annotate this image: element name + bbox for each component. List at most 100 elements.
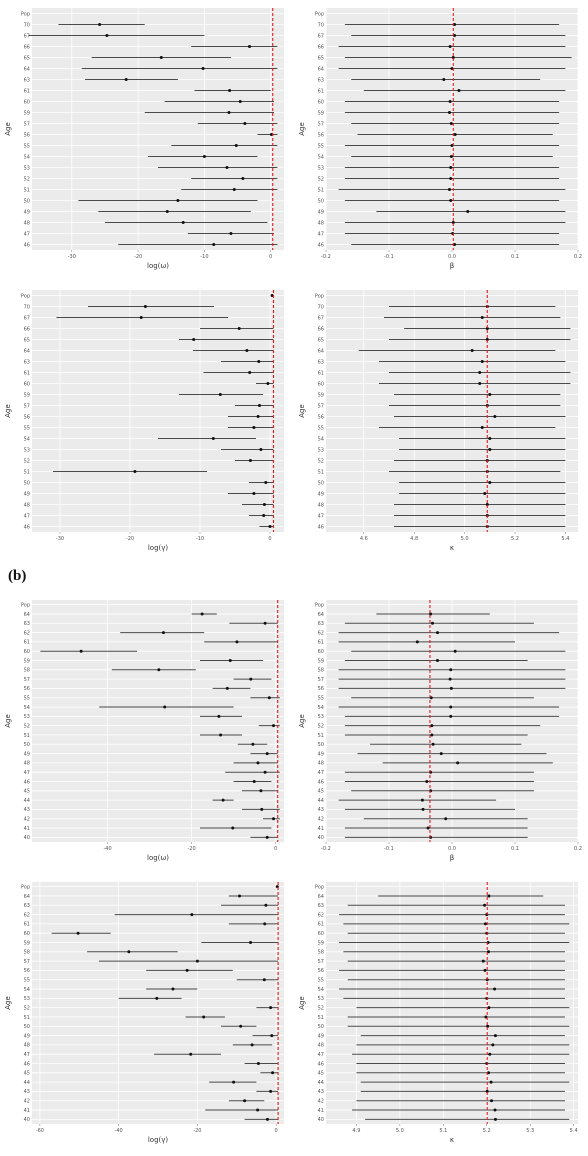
y-tick-label: 66 (24, 326, 30, 332)
point-estimate (485, 327, 489, 330)
point-estimate (228, 659, 232, 662)
y-tick-label: 55 (318, 696, 324, 702)
y-tick-label: 40 (318, 1117, 324, 1123)
point-estimate (265, 835, 269, 839)
y-tick-label: 52 (24, 723, 30, 729)
point-estimate (486, 950, 490, 954)
point-estimate (165, 210, 169, 213)
x-tick-label: 4.8 (410, 536, 418, 542)
y-tick-label: 56 (24, 686, 30, 692)
y-tick-label: 54 (318, 436, 324, 442)
point-estimate (436, 631, 440, 635)
y-tick-label: 64 (24, 66, 30, 72)
point-estimate (449, 122, 453, 125)
point-estimate (212, 243, 216, 246)
y-tick-label: Pop (315, 884, 324, 890)
point-estimate (185, 968, 189, 972)
y-tick-label: 49 (318, 1033, 324, 1039)
x-axis-label: β (450, 854, 454, 862)
x-tick-label: -20 (193, 1128, 201, 1134)
point-estimate (238, 894, 242, 898)
point-estimate (124, 78, 128, 81)
y-tick-label: 48 (318, 502, 324, 508)
point-estimate (248, 371, 252, 374)
point-estimate (429, 612, 433, 616)
y-tick-label: 61 (24, 88, 30, 94)
point-estimate (484, 1015, 488, 1019)
point-estimate (470, 349, 474, 352)
point-estimate (157, 668, 161, 672)
y-tick-label: 59 (318, 658, 324, 664)
y-tick-label: 54 (24, 436, 30, 442)
y-tick-label: 52 (318, 723, 324, 729)
plot-background (326, 290, 578, 532)
y-tick-label: 43 (318, 1089, 324, 1095)
point-estimate (449, 705, 453, 709)
y-tick-label: 45 (318, 789, 324, 795)
point-estimate (448, 100, 452, 103)
y-tick-label: 47 (24, 1052, 30, 1058)
y-tick-label: Pop (315, 602, 324, 608)
x-tick-label: -20 (188, 846, 196, 852)
y-tick-label: 55 (318, 143, 324, 149)
point-estimate (171, 987, 175, 991)
y-tick-label: 46 (24, 1061, 30, 1067)
y-tick-label: 43 (24, 1089, 30, 1095)
y-tick-label: 56 (318, 968, 324, 974)
y-tick-label: 62 (318, 912, 324, 918)
y-tick-label: 46 (318, 779, 324, 785)
y-tick-label: 40 (24, 835, 30, 841)
x-axis-label: κ (450, 544, 454, 552)
y-tick-label: 48 (24, 220, 30, 226)
y-tick-label: 59 (318, 392, 324, 398)
point-estimate (225, 686, 229, 690)
y-tick-label: 56 (318, 414, 324, 420)
point-estimate (481, 959, 485, 963)
point-estimate (493, 987, 497, 991)
y-tick-label: 70 (24, 22, 30, 28)
point-estimate (271, 1071, 275, 1075)
point-estimate (483, 922, 487, 926)
point-estimate (262, 503, 266, 506)
y-tick-label: 44 (24, 1080, 30, 1086)
y-tick-label: 51 (318, 469, 324, 475)
plot-svg: -60 -40 -20 0 Pop 64 63 62 61 60 59 58 57 56 55 54 53 52 5… (4, 882, 284, 1144)
point-estimate (259, 789, 263, 793)
y-tick-label: 50 (24, 1024, 30, 1030)
plot-background (326, 882, 578, 1124)
y-tick-label: 60 (318, 931, 324, 937)
y-tick-label: 64 (318, 66, 324, 72)
y-tick-label: 55 (24, 696, 30, 702)
x-tick-label: 5.3 (526, 1128, 534, 1134)
x-axis-label: log(ω) (147, 262, 169, 270)
plot-svg: 4.6 4.8 5.0 5.2 5.4 Pop 70 67 66 65 64 63 61 60 59 57 56… (298, 290, 578, 552)
y-tick-label: 70 (318, 304, 324, 310)
point-estimate (449, 166, 453, 169)
point-estimate (161, 631, 165, 635)
y-tick-label: 49 (24, 1033, 30, 1039)
y-tick-label: 54 (24, 154, 30, 160)
point-estimate (243, 122, 247, 125)
point-estimate (415, 640, 419, 644)
y-tick-label: 51 (318, 187, 324, 193)
point-estimate (176, 199, 180, 202)
point-estimate (483, 968, 487, 972)
point-estimate (133, 470, 137, 473)
x-tick-label: 4.6 (360, 536, 368, 542)
y-tick-label: 64 (318, 612, 324, 618)
x-tick-label: -30 (68, 254, 76, 260)
point-estimate (219, 733, 223, 737)
y-tick-label: Pop (21, 293, 30, 299)
y-tick-label: 50 (318, 742, 324, 748)
point-estimate (493, 1117, 497, 1121)
plot-background (32, 290, 284, 532)
point-estimate (249, 941, 253, 944)
y-tick-label: 45 (318, 1071, 324, 1077)
y-tick-label: 63 (24, 903, 30, 909)
y-tick-label: 42 (24, 817, 30, 823)
y-tick-label: 58 (24, 950, 30, 956)
y-tick-label: 55 (24, 143, 30, 149)
point-estimate (487, 894, 491, 898)
point-estimate (430, 621, 434, 625)
y-tick-label: 53 (24, 165, 30, 171)
